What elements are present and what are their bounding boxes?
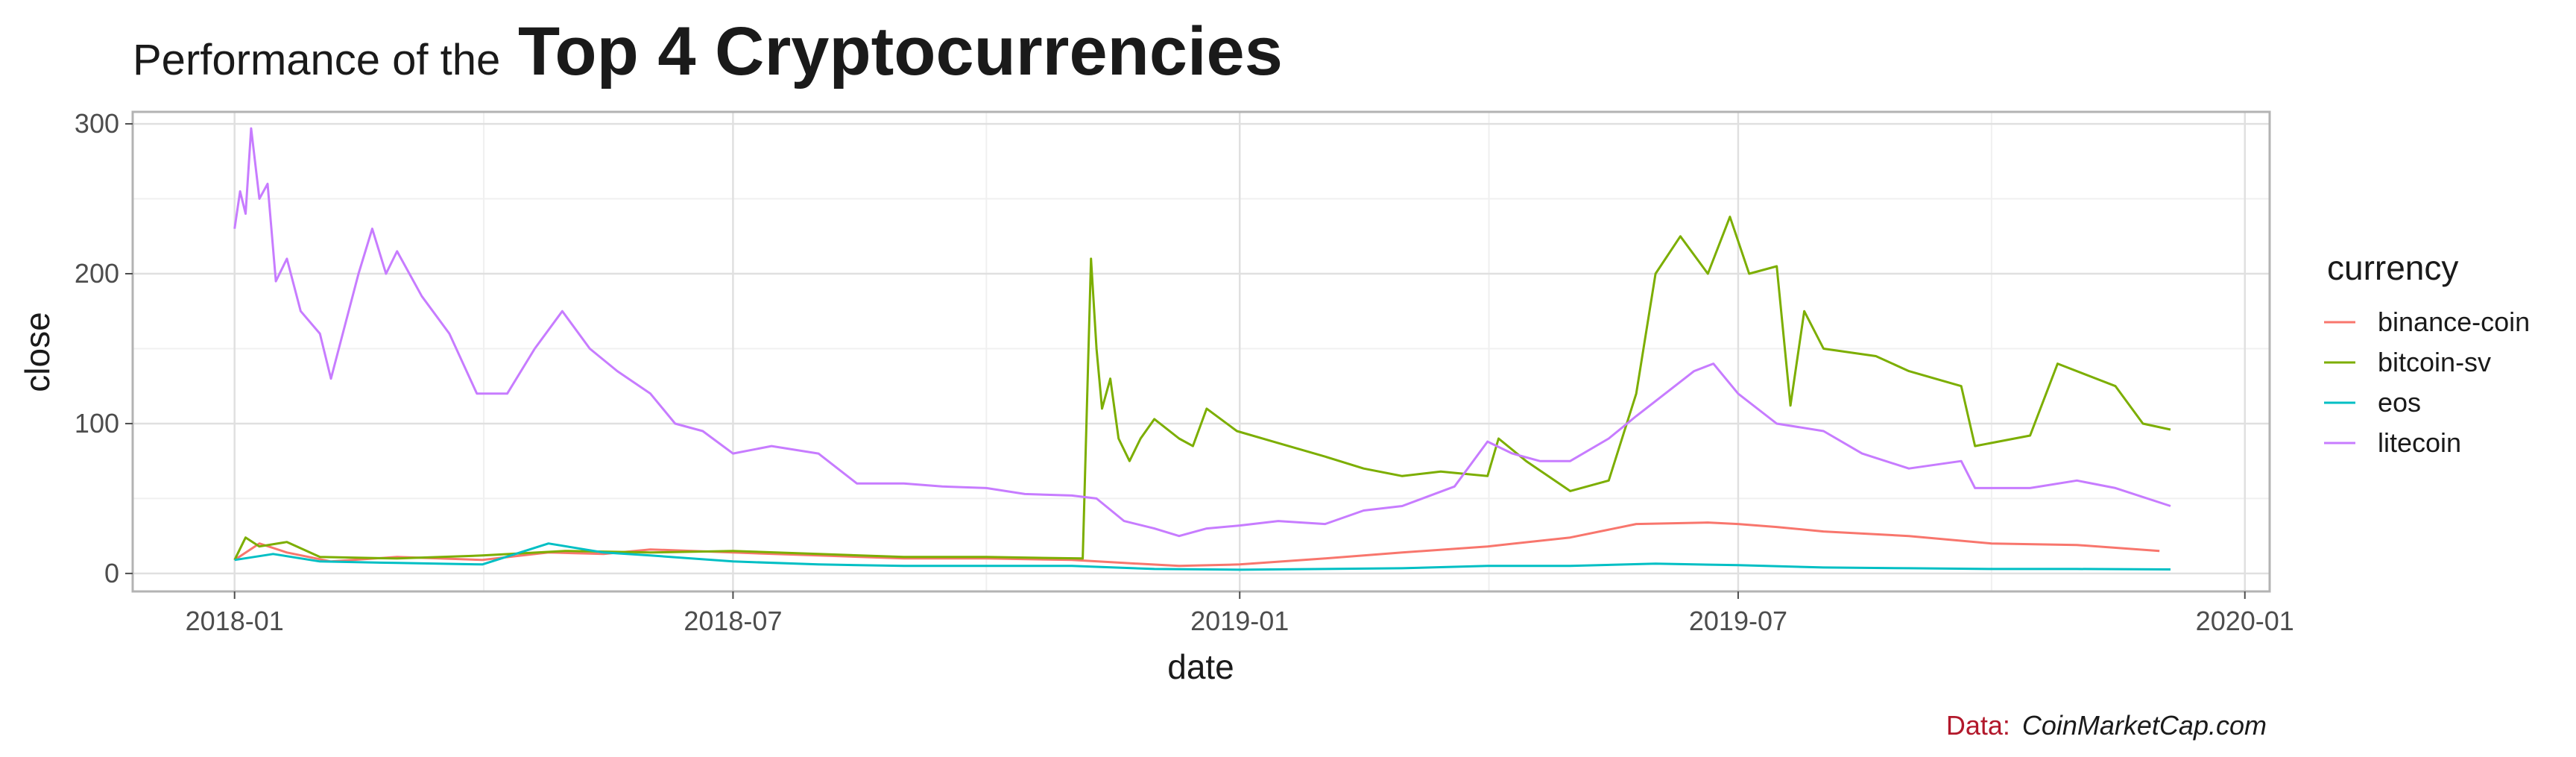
- chart-title: Performance of the Top 4 Cryptocurrencie…: [133, 13, 1283, 89]
- x-tick-label: 2018-01: [186, 606, 284, 636]
- caption-text: Data: CoinMarketCap.com: [1946, 710, 2267, 741]
- series-line-eos: [234, 542, 2171, 571]
- x-axis-ticks: 2018-01 2018-07 2019-01 2019-07 2020-01: [186, 591, 2294, 636]
- legend-label-bitcoin-sv: bitcoin-sv: [2378, 347, 2491, 377]
- series-line-bitcoin-sv: [233, 216, 2171, 561]
- y-tick-label: 200: [75, 258, 119, 289]
- x-axis-title: date: [1167, 647, 1234, 686]
- legend-label-litecoin: litecoin: [2378, 427, 2461, 458]
- panel-background: [133, 112, 2270, 591]
- y-axis-ticks: 0 100 200 300: [75, 108, 133, 588]
- y-tick-label: 0: [104, 558, 119, 588]
- legend-title: currency: [2327, 248, 2458, 287]
- caption-source: CoinMarketCap.com: [2022, 710, 2267, 741]
- y-tick-label: 300: [75, 108, 119, 139]
- legend-label-binance-coin: binance-coin: [2378, 307, 2530, 337]
- y-axis-title: close: [18, 312, 57, 392]
- x-tick-label: 2018-07: [684, 606, 782, 636]
- series-line-litecoin: [233, 127, 2171, 538]
- legend-label-eos: eos: [2378, 387, 2421, 418]
- legend: currency binance-coin bitcoin-sv eos liteco…: [2324, 248, 2530, 458]
- y-tick-label: 100: [75, 408, 119, 439]
- series-line-binance-coin: [233, 521, 2160, 568]
- x-tick-label: 2019-01: [1190, 606, 1289, 636]
- plot-panel: [131, 110, 2271, 593]
- chart-title-main: Top 4 Cryptocurrencies: [518, 13, 1283, 89]
- grid-minor: [133, 112, 2270, 591]
- x-tick-label: 2020-01: [2196, 606, 2294, 636]
- series-layer: [233, 127, 2171, 571]
- caption: Data: CoinMarketCap.com: [1946, 710, 2267, 741]
- chart-title-prefix: Performance of the: [133, 36, 500, 84]
- x-tick-label: 2019-07: [1689, 606, 1787, 636]
- caption-label: Data:: [1946, 710, 2010, 741]
- panel-border: [131, 110, 2271, 593]
- legend-items: binance-coin bitcoin-sv eos litecoin: [2324, 307, 2530, 458]
